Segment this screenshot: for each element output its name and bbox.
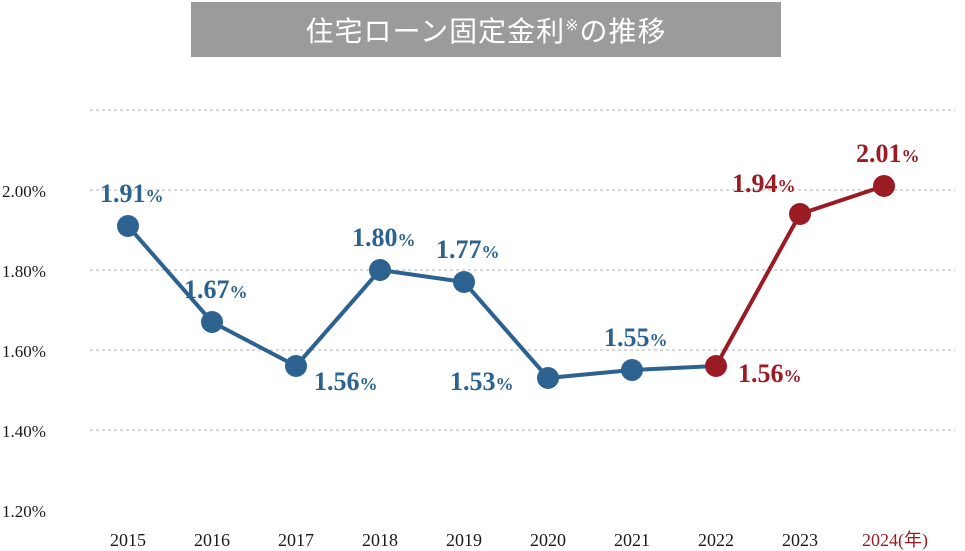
data-label: 1.80%	[352, 223, 416, 252]
y-tick-label: 1.40%	[2, 422, 46, 441]
data-label-unit: %	[230, 282, 248, 302]
x-tick-label: 2016	[194, 530, 230, 550]
data-label: 2.01%	[856, 139, 920, 168]
chart-title-suffix: の推移	[579, 14, 667, 48]
x-tick-label: 2017	[278, 530, 314, 550]
data-label-unit: %	[650, 330, 668, 350]
x-tick-label: 2023	[782, 530, 818, 550]
data-label: 1.56%	[314, 367, 378, 396]
y-tick-label: 1.20%	[2, 502, 46, 521]
x-tick-label: 2019	[446, 530, 482, 550]
chart-title-banner: 住宅ローン固定金利※の推移	[191, 2, 781, 57]
x-unit-label: (年)	[898, 530, 928, 551]
data-point	[369, 259, 391, 281]
data-label-unit: %	[496, 374, 514, 394]
data-label: 1.77%	[436, 235, 500, 264]
data-point	[621, 359, 643, 381]
x-tick-label: 2018	[362, 530, 398, 550]
y-tick-label: 2.00%	[2, 182, 46, 201]
data-label-unit: %	[482, 242, 500, 262]
data-point	[453, 271, 475, 293]
data-point	[285, 355, 307, 377]
data-label: 1.67%	[184, 275, 248, 304]
chart-title: 住宅ローン固定金利※の推移	[305, 10, 666, 50]
data-label-unit: %	[902, 146, 920, 166]
chart-title-main: 住宅ローン固定金利	[305, 14, 566, 48]
data-point	[537, 367, 559, 389]
x-tick-label: 2022	[698, 530, 734, 550]
x-tick-label: 2021	[614, 530, 650, 550]
data-label: 1.55%	[604, 323, 668, 352]
x-tick-label: 2015	[110, 530, 146, 550]
data-label-unit: %	[784, 366, 802, 386]
y-tick-label: 1.60%	[2, 342, 46, 361]
data-label-unit: %	[778, 176, 796, 196]
data-label-unit: %	[360, 374, 378, 394]
data-point	[789, 203, 811, 225]
data-point	[201, 311, 223, 333]
data-point	[705, 355, 727, 377]
data-label: 1.56%	[738, 359, 802, 388]
y-tick-label: 1.80%	[2, 262, 46, 281]
data-label: 1.53%	[450, 367, 514, 396]
chart-title-note-mark: ※	[565, 15, 580, 35]
data-label-unit: %	[146, 186, 164, 206]
series-line	[126, 224, 717, 380]
data-label-unit: %	[398, 230, 416, 250]
data-label: 1.91%	[100, 179, 164, 208]
x-tick-label: 2020	[530, 530, 566, 550]
data-label: 1.94%	[732, 169, 796, 198]
x-tick-label: 2024(年)	[862, 530, 928, 551]
data-point	[873, 175, 895, 197]
data-point	[117, 215, 139, 237]
